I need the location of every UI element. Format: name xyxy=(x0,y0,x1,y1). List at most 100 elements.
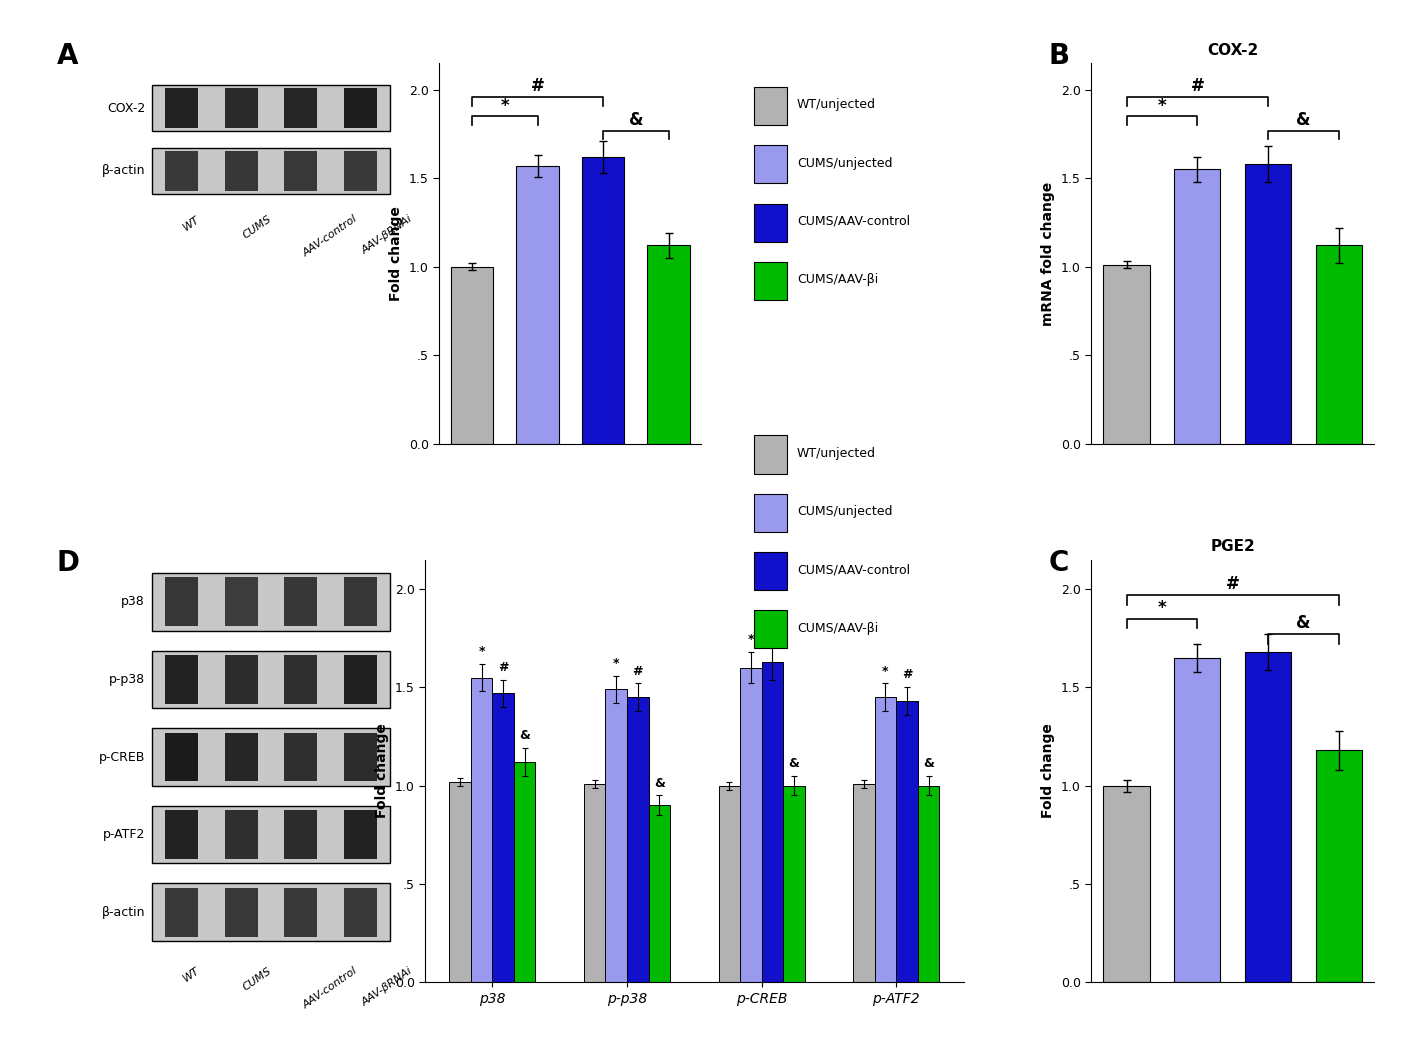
Text: CUMS/unjected: CUMS/unjected xyxy=(796,505,893,518)
Bar xyxy=(166,151,198,190)
Text: β-actin: β-actin xyxy=(102,906,145,919)
Text: CUMS: CUMS xyxy=(241,965,273,993)
Text: &: & xyxy=(653,776,665,790)
Text: COX-2: COX-2 xyxy=(106,101,145,114)
Bar xyxy=(605,690,628,982)
Text: C: C xyxy=(1049,549,1068,578)
Bar xyxy=(516,166,558,444)
Bar xyxy=(754,610,786,648)
Bar xyxy=(285,578,317,626)
Bar xyxy=(470,678,493,982)
Bar xyxy=(754,435,786,473)
Bar xyxy=(1316,245,1362,444)
Bar xyxy=(152,729,390,786)
Bar xyxy=(344,151,377,190)
Bar xyxy=(754,204,786,242)
Bar xyxy=(285,733,317,781)
Bar xyxy=(225,89,258,128)
Text: CUMS/unjected: CUMS/unjected xyxy=(796,156,893,170)
Text: &: & xyxy=(922,757,934,770)
Bar xyxy=(740,667,762,982)
Bar xyxy=(225,655,258,703)
Bar xyxy=(762,662,784,982)
Bar xyxy=(1316,750,1362,982)
Bar xyxy=(853,784,874,982)
Bar xyxy=(225,578,258,626)
Bar xyxy=(166,888,198,937)
Text: *: * xyxy=(479,645,485,658)
Bar xyxy=(344,578,377,626)
Bar xyxy=(1104,786,1149,982)
Bar xyxy=(285,810,317,859)
Bar xyxy=(897,701,918,982)
Text: AAV-βRNAi: AAV-βRNAi xyxy=(360,965,415,1007)
Bar xyxy=(152,573,390,630)
Bar xyxy=(225,810,258,859)
Bar xyxy=(874,697,896,982)
Bar xyxy=(584,784,605,982)
Bar xyxy=(754,262,786,300)
Text: CUMS/AAV-βi: CUMS/AAV-βi xyxy=(796,622,879,635)
Bar xyxy=(166,733,198,781)
Text: CUMS/AAV-control: CUMS/AAV-control xyxy=(796,563,910,577)
Text: *: * xyxy=(614,657,619,670)
Bar xyxy=(225,151,258,190)
Bar xyxy=(649,806,670,982)
Text: AAV-βRNAi: AAV-βRNAi xyxy=(360,214,415,257)
Bar xyxy=(648,245,690,444)
Bar xyxy=(152,806,390,864)
Text: B: B xyxy=(1049,42,1070,71)
Bar xyxy=(493,694,514,982)
Y-axis label: Fold change: Fold change xyxy=(376,723,390,818)
Text: *: * xyxy=(883,664,888,678)
Bar xyxy=(718,786,740,982)
Text: #: # xyxy=(1190,77,1204,95)
Title: PGE2: PGE2 xyxy=(1210,540,1255,554)
Bar xyxy=(166,810,198,859)
Text: #: # xyxy=(901,668,913,681)
Text: #: # xyxy=(497,661,509,674)
Text: p-p38: p-p38 xyxy=(109,673,145,686)
Bar xyxy=(451,267,493,444)
Bar xyxy=(344,810,377,859)
Bar xyxy=(1246,652,1291,982)
Text: &: & xyxy=(1297,615,1311,633)
Bar xyxy=(285,655,317,703)
Text: WT: WT xyxy=(181,965,203,984)
Bar xyxy=(152,148,390,194)
Text: &: & xyxy=(519,730,530,742)
Bar xyxy=(449,781,470,982)
Text: WT/unjected: WT/unjected xyxy=(796,447,876,459)
Text: p38: p38 xyxy=(122,596,145,608)
Bar xyxy=(754,87,786,125)
Text: CUMS: CUMS xyxy=(241,214,273,241)
Text: &: & xyxy=(1297,111,1311,129)
Text: p-ATF2: p-ATF2 xyxy=(102,828,145,842)
Text: #: # xyxy=(632,664,643,678)
Bar xyxy=(1104,265,1149,444)
Bar xyxy=(628,697,649,982)
Bar xyxy=(754,552,786,590)
Bar xyxy=(754,494,786,532)
Bar xyxy=(344,888,377,937)
Bar xyxy=(1175,658,1220,982)
Y-axis label: mRNA fold change: mRNA fold change xyxy=(1041,182,1056,325)
Bar xyxy=(152,884,390,941)
Bar xyxy=(344,89,377,128)
Text: WT: WT xyxy=(181,214,203,232)
Bar xyxy=(514,762,536,982)
Bar xyxy=(784,786,805,982)
Bar xyxy=(1246,164,1291,444)
Text: CUMS/AAV-control: CUMS/AAV-control xyxy=(796,214,910,228)
Bar xyxy=(225,888,258,937)
Text: *: * xyxy=(1158,599,1166,617)
Bar xyxy=(166,655,198,703)
Bar xyxy=(344,733,377,781)
Bar xyxy=(344,655,377,703)
Bar xyxy=(754,146,786,184)
Text: #: # xyxy=(530,77,544,95)
Text: A: A xyxy=(57,42,78,71)
Bar xyxy=(166,89,198,128)
Bar xyxy=(285,888,317,937)
Y-axis label: Fold change: Fold change xyxy=(390,206,404,301)
